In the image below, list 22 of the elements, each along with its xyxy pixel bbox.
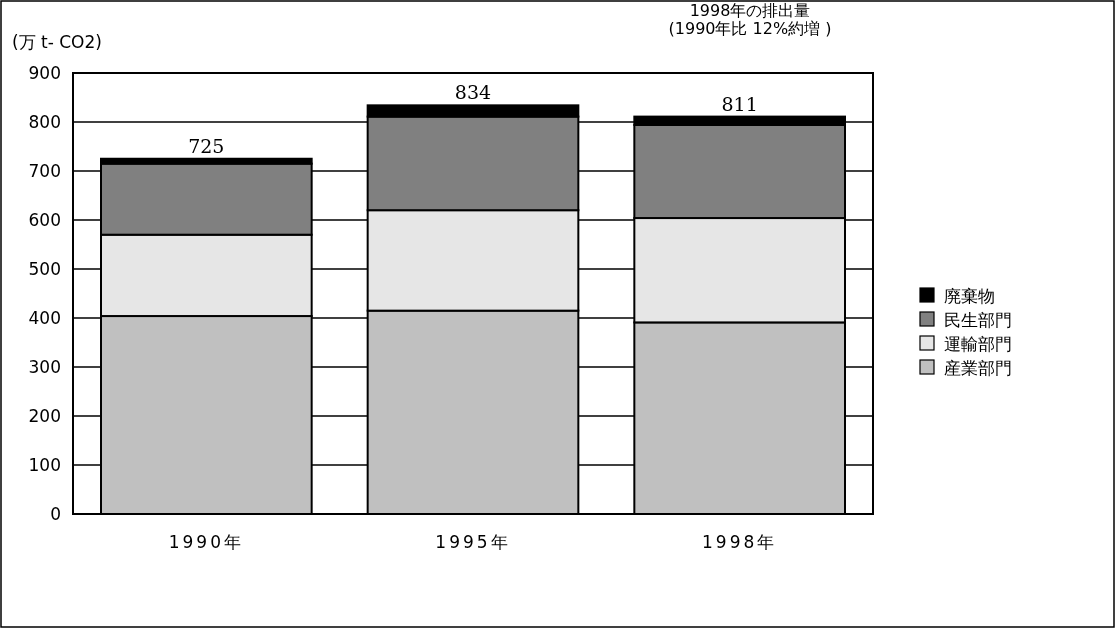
total-label: 811 xyxy=(721,92,758,115)
y-tick-label: 900 xyxy=(28,63,61,83)
y-tick-label: 800 xyxy=(28,112,61,132)
total-label: 725 xyxy=(188,134,225,157)
total-label: 834 xyxy=(454,81,492,104)
y-tick-label: 100 xyxy=(28,455,61,475)
y-tick-label: 0 xyxy=(50,504,61,524)
y-axis-title: (万 t- CO2) xyxy=(12,32,102,52)
legend-label: 廃棄物 xyxy=(944,286,995,306)
x-tick-label: 1990年 xyxy=(168,532,244,552)
y-tick-label: 300 xyxy=(28,357,61,377)
x-tick-label: 1995年 xyxy=(435,532,511,552)
y-tick-label: 500 xyxy=(28,259,61,279)
y-tick-label: 600 xyxy=(28,210,61,230)
legend-label: 運輸部門 xyxy=(944,334,1012,354)
text: 1998年の排出量 (1990年比 12%約増 ) xyxy=(668,1,832,38)
legend-label: 産業部門 xyxy=(944,358,1012,378)
y-tick-label: 700 xyxy=(28,161,61,181)
y-tick-label: 400 xyxy=(28,308,61,328)
x-tick-label: 1998年 xyxy=(702,532,778,552)
y-tick-label: 200 xyxy=(28,406,61,426)
legend-label: 民生部門 xyxy=(944,310,1012,330)
